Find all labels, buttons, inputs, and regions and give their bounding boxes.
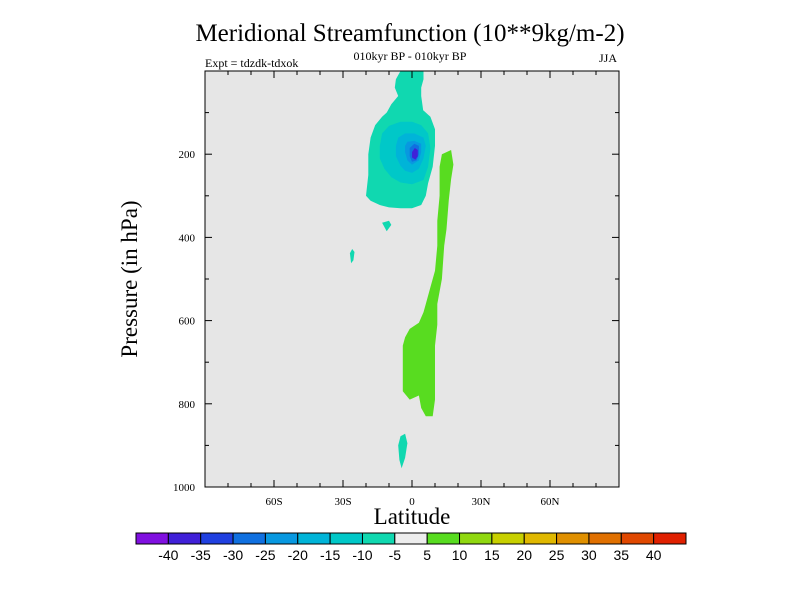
colorbar-label: -30 <box>223 547 243 563</box>
colorbar <box>135 532 687 545</box>
colorbar-box <box>135 532 169 545</box>
colorbar-label: 10 <box>452 547 468 563</box>
y-tick-label: 600 <box>179 316 196 328</box>
region-negative-cell-35 <box>412 148 418 160</box>
colorbar-label: -15 <box>320 547 340 563</box>
colorbar-box <box>361 532 396 545</box>
x-tick-label: 30N <box>472 496 491 508</box>
x-tick-label: 0 <box>409 496 415 508</box>
region-negative-spot-left <box>349 249 355 264</box>
colorbar-box <box>394 532 428 545</box>
chart-title: Meridional Streamfunction (10**9kg/m-2) <box>195 20 624 47</box>
colorbar-box <box>556 532 590 545</box>
colorbar-box <box>620 532 655 545</box>
chart-subtitle: 010kyr BP - 010kyr BP <box>354 49 467 63</box>
colorbar-box <box>232 532 266 545</box>
colorbar-box <box>653 532 687 545</box>
colorbar-box <box>491 532 525 545</box>
colorbar-box <box>523 532 558 545</box>
colorbar-label: -35 <box>191 547 211 563</box>
colorbar-label: 40 <box>646 547 662 563</box>
colorbar-label: 35 <box>614 547 630 563</box>
colorbar-label: -10 <box>352 547 372 563</box>
colorbar-label: -20 <box>288 547 308 563</box>
x-tick-labels: 60S 30S 0 30N 60N <box>265 496 559 508</box>
x-tick-label: 60S <box>265 496 282 508</box>
y-axis-label: Pressure (in hPa) <box>117 200 142 357</box>
region-negative-spot-lower <box>398 433 408 469</box>
colorbar-box <box>588 532 622 545</box>
colorbar-label: -5 <box>389 547 402 563</box>
contour-regions <box>349 71 454 469</box>
colorbar-box <box>329 532 363 545</box>
colorbar-label: 25 <box>549 547 565 563</box>
experiment-label: Expt = tdzdk-tdxok <box>205 56 298 70</box>
colorbar-box <box>297 532 331 545</box>
y-tick-label: 200 <box>179 149 196 161</box>
colorbar-label: -40 <box>158 547 178 563</box>
colorbar-label: 30 <box>581 547 597 563</box>
colorbar-box <box>426 532 461 545</box>
y-tick-labels: 200 400 600 800 1000 <box>173 149 196 494</box>
x-tick-label: 30S <box>334 496 351 508</box>
y-tick-label: 800 <box>179 399 196 411</box>
y-tick-label: 400 <box>179 232 196 244</box>
x-tick-label: 60N <box>541 496 560 508</box>
x-axis-label: Latitude <box>374 504 451 529</box>
colorbar-label: -25 <box>255 547 275 563</box>
colorbar-box <box>264 532 299 545</box>
colorbar-label: 15 <box>484 547 500 563</box>
region-negative-spot-upper <box>382 220 392 232</box>
colorbar-box <box>459 532 493 545</box>
y-tick-label: 1000 <box>173 482 196 494</box>
season-label: JJA <box>599 51 617 65</box>
colorbar-label: 5 <box>423 547 431 563</box>
axis-ticks <box>204 71 620 487</box>
colorbar-labels: -40 -35 -30 -25 -20 -15 -10 -5 5 10 15 20 25 30 35 40 <box>158 547 661 563</box>
plot-frame <box>204 70 620 488</box>
colorbar-label: 20 <box>516 547 532 563</box>
region-positive-band <box>402 150 454 417</box>
colorbar-box <box>200 532 234 545</box>
colorbar-box <box>167 532 202 545</box>
